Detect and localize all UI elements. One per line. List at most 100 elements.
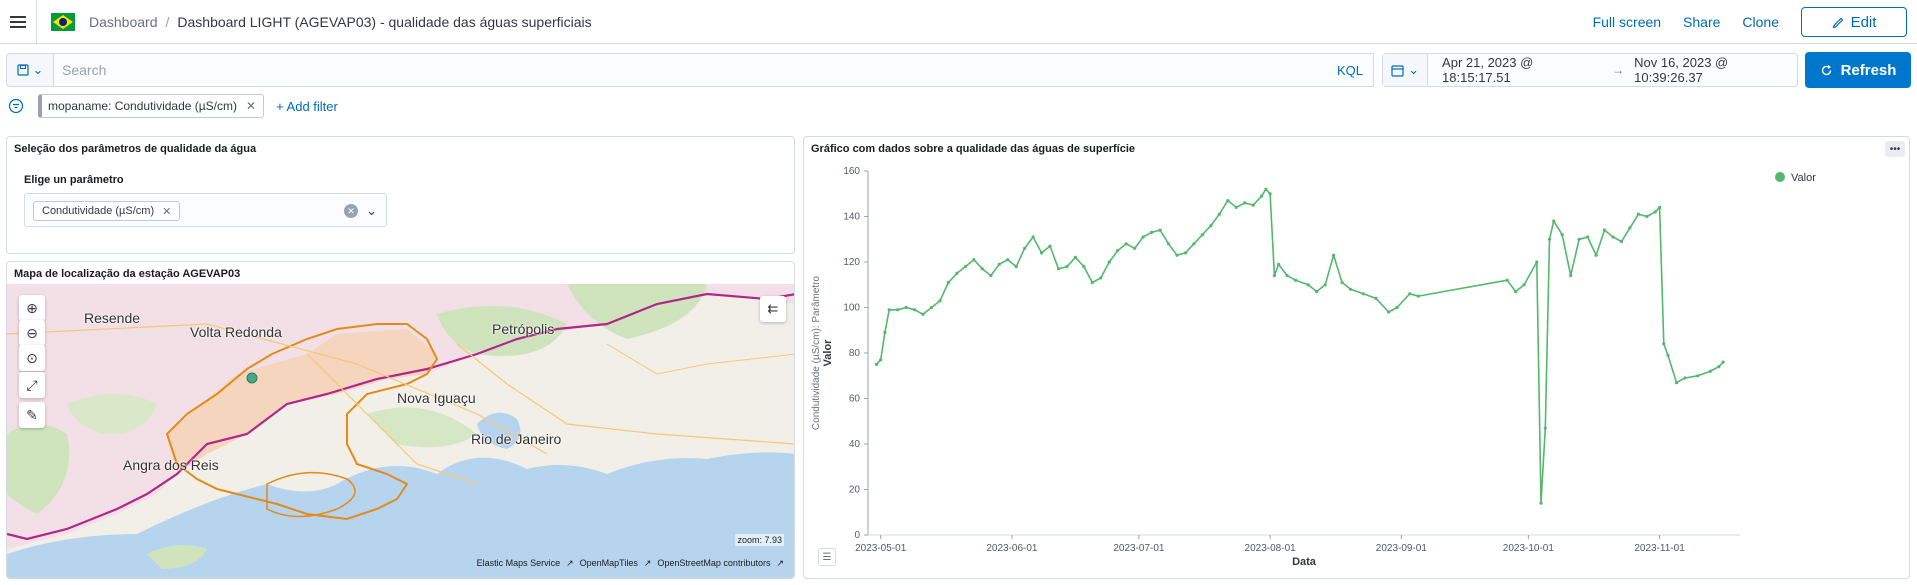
saved-query-menu-button[interactable]: ⌄ <box>6 53 54 87</box>
add-filter-button[interactable]: + Add filter <box>276 98 338 114</box>
zoom-readout: zoom: 7.93 <box>735 534 784 546</box>
panel-title: Mapa de localização da estação AGEVAP03 <box>14 268 241 280</box>
y-tick-label: 160 <box>843 166 860 177</box>
data-point <box>1636 212 1640 216</box>
data-point <box>1006 258 1010 262</box>
search-input[interactable] <box>54 54 1254 86</box>
data-point <box>1200 233 1204 237</box>
data-point <box>1040 251 1044 255</box>
refresh-button[interactable]: Refresh <box>1805 52 1911 88</box>
refresh-button-label: Refresh <box>1840 61 1897 79</box>
map-base <box>7 284 794 578</box>
data-point <box>1717 365 1721 369</box>
data-point <box>1349 287 1353 291</box>
data-point <box>1611 235 1615 239</box>
legend-toggle-icon[interactable]: ☰ <box>818 548 836 566</box>
chart-legend[interactable]: Valor <box>1775 172 1816 184</box>
data-point <box>1522 283 1526 287</box>
query-language-button[interactable]: KQL <box>1336 63 1363 78</box>
data-point <box>1535 260 1539 264</box>
edit-button[interactable]: Edit <box>1801 7 1907 37</box>
zoom-in-icon[interactable]: ⊕ <box>19 295 45 321</box>
chart-series <box>874 187 1725 505</box>
data-point <box>1569 274 1573 278</box>
share-button[interactable]: Share <box>1683 14 1721 30</box>
data-point <box>1099 276 1103 280</box>
legend-label: Valor <box>1791 172 1816 184</box>
data-point <box>1107 260 1111 264</box>
data-point <box>929 305 934 310</box>
y-tick-label: 0 <box>854 530 860 541</box>
data-point <box>963 265 967 269</box>
data-point <box>1577 237 1581 241</box>
data-point <box>1653 210 1657 214</box>
close-icon[interactable]: ✕ <box>246 99 257 113</box>
y-tick-label: 20 <box>849 485 861 496</box>
parameter-label: Elige un parâmetro <box>24 174 124 186</box>
filter-options-icon[interactable] <box>8 98 24 114</box>
attribution-link[interactable]: Elastic Maps Service <box>476 558 561 568</box>
breadcrumb-dashboard-link[interactable]: Dashboard <box>89 13 158 30</box>
data-point <box>946 280 950 285</box>
date-start[interactable]: Apr 21, 2023 @ 18:15:17.51 <box>1442 55 1534 85</box>
y-tick-label: 80 <box>849 348 861 359</box>
attribution-link[interactable]: OpenMapTiles <box>579 558 638 568</box>
quick-date-menu-button[interactable]: ⌄ <box>1383 54 1429 86</box>
locate-icon[interactable]: ⊙ <box>19 345 45 371</box>
date-end[interactable]: Nov 16, 2023 @ 10:39:26.37 <box>1634 55 1729 85</box>
clone-button[interactable]: Clone <box>1742 14 1779 30</box>
data-point <box>1285 274 1289 278</box>
chart-axes: 0 20 40 60 80 100 120 140 160 2023-05-01 2023-06-0… <box>811 166 1740 568</box>
data-point <box>1014 265 1018 269</box>
data-point <box>887 308 891 312</box>
arrow-right-icon: → <box>1612 63 1625 77</box>
data-point <box>1175 253 1179 257</box>
data-point <box>1243 201 1247 205</box>
data-point <box>1340 280 1344 285</box>
breadcrumb-separator: / <box>165 13 170 30</box>
data-point <box>1116 249 1120 253</box>
y-axis-title: Valor <box>822 339 834 367</box>
close-icon[interactable]: ✕ <box>162 205 172 218</box>
data-point <box>1090 280 1094 285</box>
fit-bounds-icon[interactable]: ⤢ <box>19 372 45 398</box>
data-point <box>1408 292 1412 296</box>
y-tick-label: 140 <box>843 212 860 223</box>
tools-icon[interactable]: ✎ <box>19 402 45 428</box>
data-point <box>1552 219 1556 223</box>
data-point <box>989 274 993 278</box>
data-point <box>1666 353 1670 357</box>
attribution-link[interactable]: OpenStreetMap contributors <box>657 558 771 568</box>
page-title: Dashboard LIGHT (AGEVAP03) - qualidade d… <box>177 13 592 30</box>
parameter-combo-box[interactable]: Condutividade (µS/cm) ✕ ✕ ⌄ <box>24 193 387 227</box>
data-point <box>1251 203 1255 207</box>
filter-pill[interactable]: mopaname: Condutividade (µS/cm) ✕ <box>38 94 265 118</box>
data-point <box>1547 237 1552 241</box>
brazil-flag-icon[interactable] <box>51 12 75 31</box>
full-screen-button[interactable]: Full screen <box>1592 14 1662 30</box>
chevron-down-icon[interactable]: ⌄ <box>366 203 377 218</box>
map-label-petropolis: Petrópolis <box>492 321 555 337</box>
data-point <box>874 362 879 366</box>
data-point <box>1721 360 1725 364</box>
data-point <box>1619 239 1624 244</box>
chevron-down-icon: ⌄ <box>1408 62 1419 77</box>
layer-control-icon[interactable]: ⇇ <box>760 296 786 322</box>
map-label-angra-dos-reis: Angra dos Reis <box>123 457 219 473</box>
chevron-down-icon: ⌄ <box>32 62 44 77</box>
map-canvas[interactable]: Resende Volta Redonda Petrópolis Nova Ig… <box>7 284 794 578</box>
x-tick-label: 2023-09-01 <box>1376 543 1428 554</box>
hamburger-menu-icon[interactable] <box>0 0 36 44</box>
zoom-out-icon[interactable]: ⊖ <box>19 320 45 346</box>
map-label-volta-redonda: Volta Redonda <box>190 324 282 340</box>
data-point <box>1658 205 1662 209</box>
clear-icon[interactable]: ✕ <box>344 204 358 218</box>
data-point <box>1708 369 1712 373</box>
data-point <box>1183 251 1188 255</box>
panel-options-icon[interactable]: ••• <box>1885 141 1905 157</box>
data-point <box>980 267 984 271</box>
data-point <box>1031 235 1035 239</box>
data-point <box>1048 244 1052 248</box>
external-link-icon: ↗ <box>643 558 652 568</box>
data-point <box>1543 426 1547 430</box>
